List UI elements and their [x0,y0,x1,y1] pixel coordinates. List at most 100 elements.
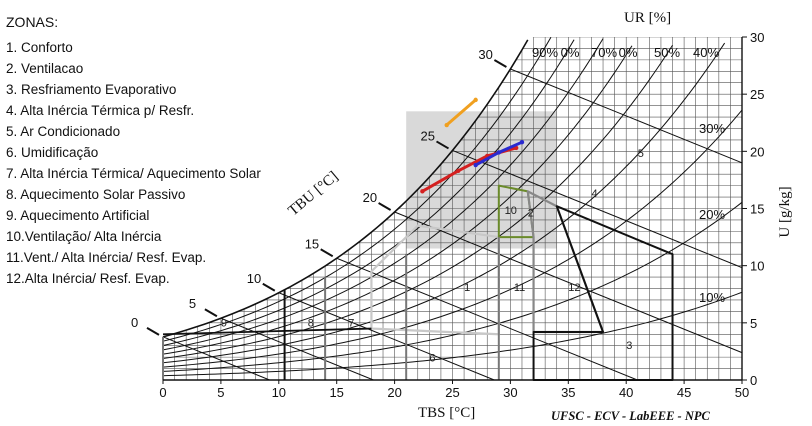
x-tick-label: 10 [272,385,286,400]
zone-number-label: 5 [638,148,644,160]
x-tick-label: 25 [445,385,459,400]
wetbulb-line [510,68,743,164]
wetbulb-line [278,292,495,381]
y-tick-label: 5 [750,316,757,331]
x-tick-label: 40 [619,385,633,400]
wetbulb-tick-label: 15 [305,236,319,251]
x-tick-label: 0 [159,385,166,400]
zone-number-label: 9 [221,317,227,329]
wetbulb-tick [146,326,160,336]
legend-title: ZONAS: [6,14,59,30]
series-point [473,97,478,103]
zone-boundary-line [162,327,372,336]
rh-top-label: 90% [532,45,558,60]
rh-top-label: 50% [654,45,680,60]
y-tick-label: 15 [750,202,764,217]
legend-item-10: 10.Ventilação/ Alta Inércia [6,229,162,244]
x-tick-label: 35 [561,385,575,400]
rh-curve [162,39,529,338]
rh-top-label: 0% [619,45,638,60]
legend-item-5: 5. Ar Condicionado [6,124,121,139]
data-series [420,97,525,194]
legend-item-6: 6. Umidificação [6,145,99,160]
legend-item-4: 4. Alta Inércia Térmica p/ Resfr. [6,103,195,118]
zone-number-label: 3 [626,340,632,352]
x-tick-label: 15 [329,385,343,400]
x-axis-title: TBS [°C] [418,405,475,421]
legend-item-11: 11.Vent./ Alta Inércia/ Resf. Evap. [6,250,207,265]
y-tick-label: 30 [750,30,764,45]
y-axis-title: U [g/kg] [777,186,793,237]
rh-side-label: 10% [699,290,725,305]
rh-curve [162,45,633,355]
wetbulb-line [162,336,270,381]
series-point [444,122,449,128]
x-tick-label: 45 [677,385,691,400]
wetbulb-line [220,317,374,381]
series-point [473,162,478,168]
zone-number-label: 12 [568,282,580,294]
zone-number-label: 4 [591,188,597,200]
y-tick-label: 25 [750,87,764,102]
wetbulb-tick [435,140,450,150]
wetbulb-axis-title: TBU [°C] [285,169,341,220]
rh-top-label: 0% [561,45,580,60]
rh-curve [162,109,743,368]
x-tick-label: 30 [503,385,517,400]
wetbulb-tick-label: 30 [478,47,492,62]
legend-item-2: 2. Ventilacao [6,61,84,76]
wetbulb-line [394,211,743,354]
rh-axis-title: UR [%] [624,10,671,26]
wetbulb-tick [320,248,334,258]
wetbulb-tick [262,282,276,292]
wetbulb-tick [204,308,218,318]
wetbulb-tick-label: 10 [247,271,261,286]
rh-curve [162,291,743,377]
zone-number-label: 8 [308,317,314,329]
legend-item-9: 9. Aquecimento Artificial [6,208,150,223]
wetbulb-tick-label: 5 [189,296,196,311]
rh-top-label: 70% [591,45,617,60]
zone-number-label: 10 [505,205,517,217]
rh-top-label: 40% [693,45,719,60]
legend-item-8: 8. Aquecimento Solar Passivo [6,187,186,202]
zone-number-label: 1 [464,282,470,294]
rh-curve [162,39,575,347]
legend-item-7: 7. Alta Inércia Térmica/ Aquecimento Sol… [6,166,261,181]
y-tick-label: 10 [750,259,764,274]
wetbulb-line [336,257,638,381]
legend-item-3: 3. Resfriamento Evaporativo [6,82,177,97]
credit-text: UFSC - ECV - LabEEE - NPC [551,409,710,423]
zone-number-label: 11 [514,282,525,294]
wetbulb-tick [493,59,507,68]
wetbulb-line [452,149,743,269]
rh-side-label: 20% [699,207,725,222]
series-line [445,98,478,127]
zone-number-label: 7 [348,317,354,329]
zone-number-label: 6 [429,353,435,365]
wetbulb-tick-label: 25 [421,128,435,143]
x-tick-label: 5 [217,385,224,400]
series-point [519,139,525,145]
rh-curve [162,42,726,364]
y-tick-label: 0 [750,373,757,388]
rh-curve [162,201,743,372]
series-point [496,150,502,155]
wetbulb-tick-label: 0 [131,315,138,330]
x-tick-label: 20 [387,385,401,400]
legend-item-1: 1. Conforto [6,40,73,55]
legend-item-12: 12.Alta Inércia/ Resf. Evap. [6,271,170,286]
series-point [420,189,425,194]
zone-number-label: 2 [528,208,534,220]
x-tick-label: 50 [735,385,749,400]
wetbulb-tick [378,202,392,211]
rh-curve [162,37,552,342]
rh-side-label: 30% [699,121,725,136]
wetbulb-tick-label: 20 [363,190,377,205]
zone-comfort [370,224,500,336]
series-point [456,168,461,173]
